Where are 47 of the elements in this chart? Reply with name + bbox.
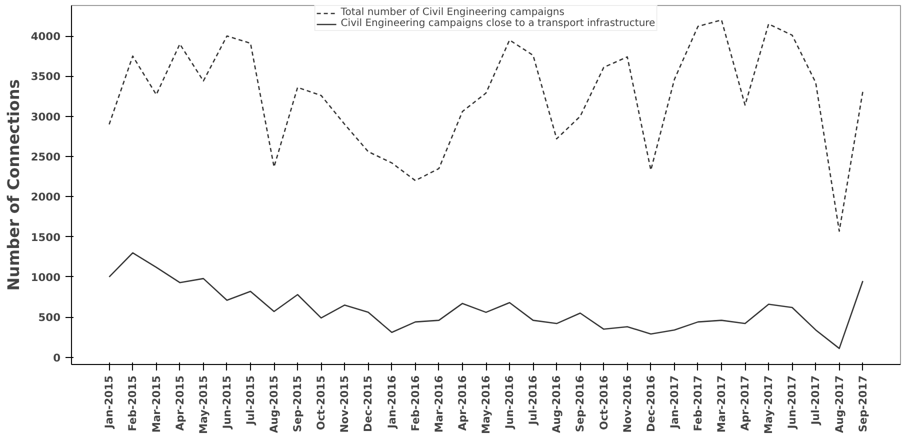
x-tick-label: Mar-2017 <box>715 375 728 433</box>
y-tick-label: 3500 <box>30 70 61 84</box>
line-series <box>108 252 864 350</box>
x-tick-label: Jan-2017 <box>668 375 681 430</box>
y-tick-label: 0 <box>53 351 61 364</box>
x-tick-label: Jun-2016 <box>503 375 516 430</box>
x-tick-label: Jul-2015 <box>244 375 257 426</box>
x-tick-label: Jan-2016 <box>385 375 398 430</box>
x-tick-label: Mar-2015 <box>150 375 163 433</box>
x-tick-label: Aug-2016 <box>550 375 564 434</box>
y-tick-label: 2000 <box>30 190 61 204</box>
x-tick-label: Oct-2015 <box>314 375 328 430</box>
x-tick-label: Jan-2015 <box>102 375 116 430</box>
x-tick-label: Jul-2017 <box>809 375 822 426</box>
x-tick-label: Apr-2016 <box>456 375 469 431</box>
x-tick-label: Jun-2015 <box>220 375 234 430</box>
legend-label: Civil Engineering campaigns close to a transport infrastructure <box>340 18 656 29</box>
y-tick-label: 1500 <box>30 230 61 244</box>
x-tick-label: Apr-2017 <box>738 375 752 431</box>
x-tick-label: Mar-2016 <box>432 375 446 433</box>
y-tick-label: 1000 <box>30 270 61 284</box>
x-tick-label: Dec-2015 <box>362 375 375 432</box>
x-tick-label: Nov-2016 <box>620 375 634 433</box>
x-tick-label: Sep-2017 <box>856 375 870 432</box>
y-tick-label: 4000 <box>30 30 61 44</box>
x-tick-label: Jul-2016 <box>526 375 540 426</box>
x-tick-label: Apr-2015 <box>173 375 186 431</box>
x-tick-label: Feb-2016 <box>408 375 422 432</box>
y-tick-label: 2500 <box>30 150 61 164</box>
line-series <box>108 19 864 232</box>
x-tick-label: Oct-2016 <box>597 375 610 430</box>
x-tick-label: Dec-2016 <box>644 375 658 432</box>
x-tick-label: Sep-2016 <box>574 375 587 432</box>
x-tick-label: Feb-2015 <box>126 375 140 432</box>
x-tick-label: Nov-2015 <box>338 375 352 433</box>
x-tick-label: Feb-2017 <box>691 375 704 432</box>
x-tick-label: May-2017 <box>762 375 776 434</box>
x-tick-label: Jun-2017 <box>786 375 799 430</box>
x-tick-label: Sep-2015 <box>291 375 304 432</box>
x-tick-label: Aug-2015 <box>268 375 281 434</box>
y-tick-label: 500 <box>38 311 61 324</box>
x-tick-label: May-2016 <box>480 375 492 434</box>
y-axis-title: Number of Connections <box>4 79 23 291</box>
y-tick-label: 3000 <box>30 110 61 124</box>
x-tick-label: Aug-2017 <box>832 375 846 434</box>
x-tick-label: May-2015 <box>196 375 210 434</box>
legend-label: Total number of Civil Engineering campaigns <box>340 7 564 18</box>
